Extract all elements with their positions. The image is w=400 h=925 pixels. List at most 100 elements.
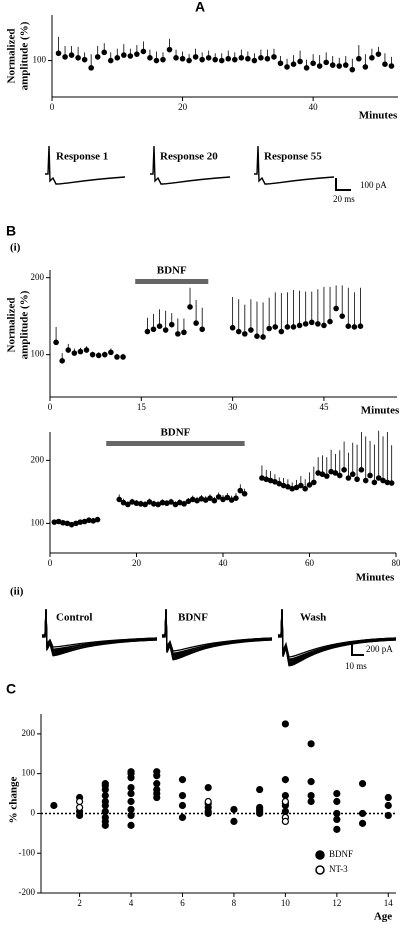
data-point [156,323,163,329]
treatment-bar [106,441,245,446]
data-point [230,805,238,814]
data-point [172,501,179,508]
data-point [153,57,160,64]
data-point [296,322,303,329]
data-point [81,56,88,63]
y-tick-label: 0 [31,808,36,818]
data-point [264,55,271,62]
data-point [178,801,187,810]
data-point [204,809,212,818]
data-point [127,805,135,814]
data-point [168,321,175,328]
data-point [94,54,101,60]
data-point [307,791,315,800]
data-point [101,781,109,790]
x-tick-label: 0 [50,102,55,112]
data-point [332,470,339,476]
x-tick-label: 0 [48,558,53,568]
data-point [251,57,258,64]
y-tick-label: -200 [19,887,36,897]
data-point [307,797,315,806]
scale-label: 20 ms [333,194,355,204]
data-point [354,476,360,483]
data-point [384,793,392,802]
data-point [181,501,187,507]
data-point [329,62,336,68]
data-point [349,471,356,478]
legend-label: BDNF [329,849,353,859]
data-point [308,319,315,326]
data-point [319,471,326,478]
data-point [225,55,232,62]
data-point [127,789,135,798]
data-point [371,479,378,486]
data-point [168,499,174,505]
data-point [241,490,248,497]
data-point [258,55,264,61]
data-point [333,305,339,312]
data-point [356,55,362,62]
x-tick-label: 60 [305,558,315,568]
data-point [336,63,343,69]
data-point [125,501,131,508]
data-point [358,467,365,473]
data-point [327,318,333,325]
y-tick-label: -100 [19,847,36,857]
data-point [284,64,290,70]
data-point [181,329,187,336]
data-point [94,516,101,523]
data-point [155,501,161,508]
data-point [114,55,121,61]
data-point [307,740,315,748]
data-point [369,55,375,61]
x-tick-label: 20 [132,558,142,568]
data-point [101,807,109,816]
data-point [101,49,108,56]
data-point [187,304,193,310]
data-point [336,472,343,479]
data-point [375,51,382,57]
data-point [281,791,289,800]
trace [150,145,231,185]
x-axis-label: Minutes [356,572,395,584]
data-point [127,797,135,806]
panel-label: A [195,0,205,15]
data-point [193,320,199,326]
trace-label: Response 55 [264,151,322,163]
data-point [281,797,289,806]
data-point [380,477,386,484]
y-axis-label: amplitude (%) [19,21,31,90]
trace [278,609,397,667]
data-point [303,65,310,71]
data-point [218,57,225,64]
data-point [138,501,144,507]
data-point [277,60,284,67]
data-point [311,479,317,486]
data-point [293,484,300,491]
data-point [272,324,279,330]
data-point [349,66,356,73]
data-point [178,791,187,800]
data-point [388,480,395,486]
data-point [290,324,297,330]
scale-bar [351,643,364,656]
data-point [127,821,135,829]
data-point [53,339,59,346]
data-point [75,55,81,61]
y-axis-label: % change [8,777,20,824]
data-point [166,46,173,53]
treatment-label: BDNF [160,427,190,439]
data-point [323,59,329,66]
data-point [256,809,264,818]
y-axis-label: Normalized [6,29,18,84]
data-point [224,494,231,501]
data-point [147,55,153,61]
x-tick-label: 4 [129,898,134,908]
data-point [162,327,169,333]
data-point [173,55,179,61]
data-point [341,467,347,473]
data-point [127,811,135,820]
data-point [323,473,330,479]
data-point [133,500,140,507]
